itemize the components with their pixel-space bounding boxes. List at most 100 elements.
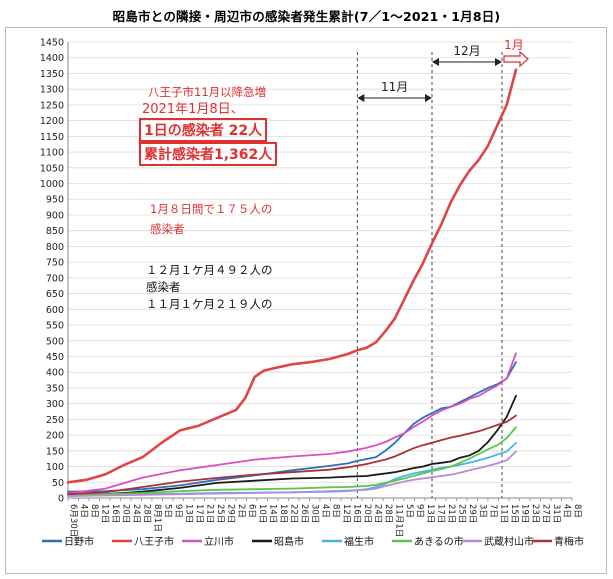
- x-tick-label: 9日: [415, 504, 425, 518]
- x-tick-label: 13日: [184, 504, 194, 523]
- x-tick-label: 9日: [173, 504, 183, 518]
- annotation-date: 2021年1月8日、: [142, 102, 244, 117]
- y-tick-label: 1200: [40, 116, 64, 127]
- x-tick-label: 25日: [215, 504, 225, 523]
- y-tick-label: 150: [46, 446, 64, 457]
- legend-item-fussa: 福生市: [322, 535, 374, 548]
- x-tick-label: 18日: [278, 504, 288, 523]
- legend-label: 八王子市: [134, 535, 174, 548]
- legend-label: あきるの市: [414, 535, 464, 548]
- x-tick-label: 8日: [89, 504, 99, 518]
- annotation-daily-cases: 1日の感染者 22人: [139, 118, 268, 142]
- y-tick-label: 1100: [40, 148, 64, 159]
- x-tick-label: 14日: [268, 504, 278, 523]
- x-tick-label: 7日: [488, 504, 498, 518]
- annotation-january-suffix: 感染者: [150, 222, 185, 236]
- x-tick-label: 17日: [436, 504, 446, 523]
- x-tick-label: 22日: [289, 504, 299, 523]
- x-tick-label: 3日: [478, 504, 488, 518]
- legend-item-tachikawa: 立川市: [182, 535, 234, 548]
- arrow-head-left: [432, 58, 439, 66]
- x-tick-label: 8日: [572, 504, 582, 518]
- x-tick-label: 10日: [257, 504, 267, 523]
- legend-label: 日野市: [64, 535, 94, 548]
- arrow-january: [503, 50, 529, 68]
- annotation-december-suffix: 感染者: [146, 280, 181, 294]
- period-label: 12月: [453, 44, 480, 58]
- annotation-hachioji-surge: 八王子市11月以降急増: [148, 85, 267, 99]
- legend-label: 立川市: [204, 535, 234, 548]
- x-tick-label: 8月1日: [152, 504, 162, 532]
- y-tick-label: 1400: [40, 53, 64, 64]
- y-tick-label: 1150: [40, 132, 64, 143]
- y-tick-label: 750: [46, 258, 64, 269]
- period-december: 12月: [432, 44, 502, 66]
- series-line-hino: [67, 361, 517, 493]
- legend-label: 昭島市: [274, 535, 304, 548]
- legend-item-akishima: 昭島市: [252, 535, 304, 548]
- y-tick-label: 700: [46, 273, 64, 284]
- x-tick-label: 30日: [310, 504, 320, 523]
- legend-item-hino: 日野市: [42, 535, 94, 548]
- annotation-january-count: 1月８日間で１７５人の: [150, 202, 273, 216]
- x-tick-label: 27日: [541, 504, 551, 523]
- legend-item-ome: 青梅市: [532, 535, 584, 548]
- period-november: 11月: [357, 80, 432, 102]
- y-tick-label: 650: [46, 289, 64, 300]
- series-line-ome: [67, 414, 517, 496]
- y-tick-label: 1050: [40, 163, 64, 174]
- x-tick-label: 16日: [110, 504, 120, 523]
- y-tick-label: 1450: [40, 38, 64, 49]
- series-line-akiruno: [67, 426, 517, 497]
- series-lines: [66, 68, 518, 497]
- y-axis: 0 50 100 150 200 250 300 350 400 450 500 550 600 650 7…: [40, 38, 69, 505]
- x-tick-label: 20日: [362, 504, 372, 523]
- y-tick-label: 800: [46, 242, 64, 253]
- chart-title: 昭島市との隣接・周辺市の感染者発生累計(7／1〜2021・1月8日): [112, 9, 501, 24]
- arrow-head-right: [495, 58, 502, 66]
- y-tick-label: 1250: [40, 100, 64, 111]
- y-tick-label: 600: [46, 305, 64, 316]
- x-tick-label: 11月1日: [394, 504, 404, 537]
- x-tick-label: 8日: [331, 504, 341, 518]
- x-tick-label: 4日: [320, 504, 330, 518]
- x-tick-label: 24日: [373, 504, 383, 523]
- x-tick-label: 12日: [341, 504, 351, 523]
- period-markers: 11月 12月 1月: [356, 38, 529, 498]
- x-tick-label: 5日: [163, 504, 173, 518]
- x-tick-label: 21日: [205, 504, 215, 523]
- x-tick-label: 15日: [509, 504, 519, 523]
- x-tick-label: 21日: [446, 504, 456, 523]
- x-tick-label: 13日: [425, 504, 435, 523]
- x-tick-label: 17日: [194, 504, 204, 523]
- x-tick-label: 12日: [100, 504, 110, 523]
- legend: 日野市 八王子市 立川市 昭島市 福生市 あきるの市 武蔵村山市 青梅市: [42, 535, 584, 548]
- series-line-tachikawa: [67, 352, 517, 495]
- y-tick-label: 300: [46, 399, 64, 410]
- period-label: 1月: [504, 38, 524, 52]
- x-tick-label: 2日: [236, 504, 246, 518]
- y-tick-label: 450: [46, 352, 64, 363]
- x-tick-label: 6日: [247, 504, 257, 518]
- series-line-hachioji: [66, 68, 518, 484]
- series-line-musashimurayama: [67, 450, 517, 497]
- y-tick-label: 1000: [40, 179, 64, 190]
- x-tick-label: 24日: [131, 504, 141, 523]
- x-tick-label: 20日: [121, 504, 131, 523]
- y-tick-label: 900: [46, 210, 64, 221]
- y-tick-label: 400: [46, 368, 64, 379]
- y-tick-label: 950: [46, 195, 64, 206]
- y-tick-label: 850: [46, 226, 64, 237]
- x-tick-label: 25日: [457, 504, 467, 523]
- period-label: 11月: [381, 80, 408, 94]
- x-axis: 6月30日 4日 8日 12日 16日 20日 24日 28日 8月1日 5日 9日 13日 17日 21…: [67, 497, 582, 537]
- x-tick-label: 23日: [530, 504, 540, 523]
- legend-item-hachioji: 八王子市: [112, 535, 174, 548]
- legend-item-akiruno: あきるの市: [392, 535, 464, 548]
- x-tick-label: 29日: [226, 504, 236, 523]
- x-tick-label: 5日: [404, 504, 414, 518]
- y-tick-label: 350: [46, 383, 64, 394]
- y-tick-label: 1350: [40, 69, 64, 80]
- x-tick-label: 28日: [383, 504, 393, 523]
